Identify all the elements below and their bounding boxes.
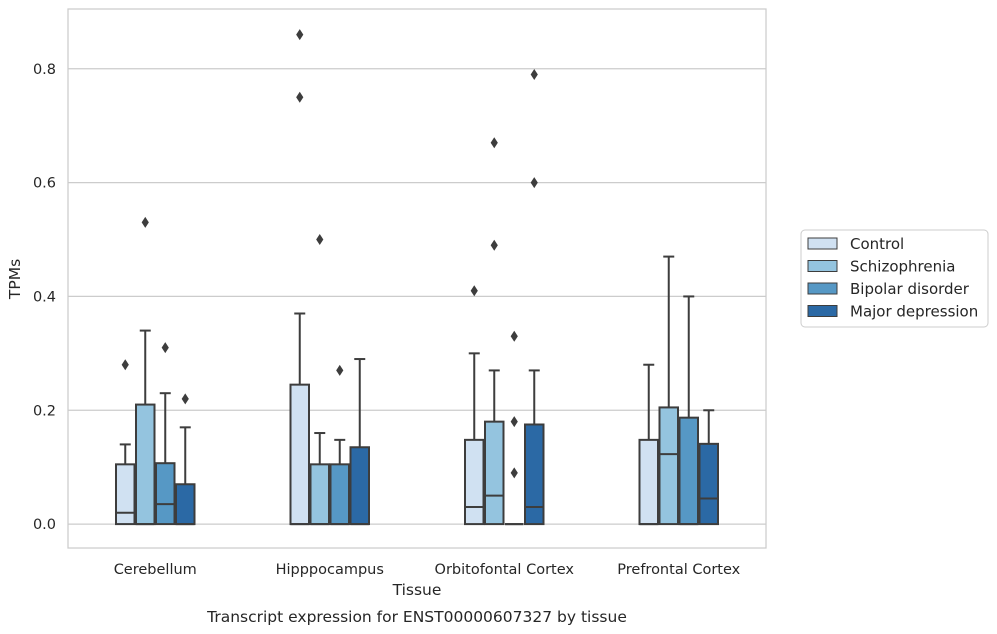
box-body <box>329 463 350 526</box>
legend: Control Schizophrenia Bipolar disorder Majo… <box>800 229 989 328</box>
legend-frame <box>800 229 989 328</box>
outlier-marker <box>296 91 304 103</box>
legend-item: Control <box>807 235 904 253</box>
outlier-marker <box>510 416 518 428</box>
box <box>698 409 719 526</box>
plot-area-frame <box>67 8 767 549</box>
box-body <box>524 423 545 526</box>
outlier-marker <box>490 239 498 251</box>
box <box>658 255 679 526</box>
outlier-marker <box>530 68 538 80</box>
legend-label: Major depression <box>850 303 978 321</box>
outlier-marker <box>530 177 538 189</box>
box-body <box>115 463 136 526</box>
outlier-marker <box>336 364 344 376</box>
y-tick-label: 0.2 <box>33 403 56 419</box>
box <box>175 393 196 526</box>
legend-item: Bipolar disorder <box>807 280 970 298</box>
x-axis-label: Tissue <box>392 581 442 599</box>
legend-swatch <box>807 260 838 272</box>
y-axis-ticks: 0.0 0.2 0.4 0.6 0.8 <box>33 62 56 533</box>
legend-item: Schizophrenia <box>807 258 955 276</box>
y-tick-label: 0.0 <box>33 517 56 533</box>
box-body <box>484 420 505 526</box>
box-body <box>175 483 196 526</box>
outlier-marker <box>490 137 498 149</box>
box <box>484 137 505 526</box>
x-tick-label: Orbitofontal Cortex <box>435 562 575 578</box>
x-axis-ticks: Cerebellum Hipppocampus Orbitofontal Corte… <box>114 562 741 578</box>
series-bipolar-disorder <box>155 295 699 526</box>
box <box>115 359 136 526</box>
outlier-marker <box>316 234 324 246</box>
box-body <box>309 463 330 526</box>
box <box>678 295 699 526</box>
box-body <box>658 406 679 526</box>
box-body <box>698 442 719 526</box>
legend-label: Bipolar disorder <box>850 280 970 298</box>
outlier-marker <box>121 359 129 371</box>
box-body <box>349 446 370 526</box>
legend-label: Control <box>850 235 904 253</box>
legend-swatch <box>807 282 838 295</box>
box <box>329 364 350 526</box>
box <box>464 285 485 526</box>
box <box>135 216 156 526</box>
box <box>309 234 330 526</box>
box <box>155 342 176 526</box>
box-body <box>464 438 485 526</box>
outlier-marker <box>181 393 189 405</box>
x-tick-label: Prefrontal Cortex <box>617 562 740 578</box>
legend-swatch <box>807 237 838 250</box>
outlier-marker <box>510 467 518 479</box>
outlier-marker <box>470 285 478 297</box>
box-series <box>115 29 719 526</box>
legend-swatch <box>807 305 838 317</box>
legend-label: Schizophrenia <box>850 258 955 276</box>
series-schizophrenia <box>135 137 679 526</box>
box-body <box>289 383 310 526</box>
box <box>349 358 370 526</box>
box <box>289 29 310 526</box>
box-body <box>135 403 156 526</box>
y-tick-label: 0.8 <box>33 62 56 78</box>
box <box>524 68 545 526</box>
outlier-marker <box>141 216 149 228</box>
outlier-marker <box>296 29 304 41</box>
series-major-depression <box>175 68 719 526</box>
series-control <box>115 29 659 526</box>
y-tick-label: 0.4 <box>33 289 56 305</box>
box-body <box>155 462 176 526</box>
box <box>505 330 524 526</box>
outlier-marker <box>161 342 169 354</box>
x-tick-label: Hipppocampus <box>276 562 384 578</box>
box <box>638 363 659 526</box>
box-body <box>638 438 659 526</box>
outlier-marker <box>510 330 518 342</box>
box-body <box>678 416 699 526</box>
y-axis-label: TPMs <box>6 259 24 300</box>
legend-item: Major depression <box>807 303 978 321</box>
chart-caption: Transcript expression for ENST0000060732… <box>206 608 627 626</box>
y-tick-label: 0.6 <box>33 176 56 192</box>
x-tick-label: Cerebellum <box>114 562 197 578</box>
